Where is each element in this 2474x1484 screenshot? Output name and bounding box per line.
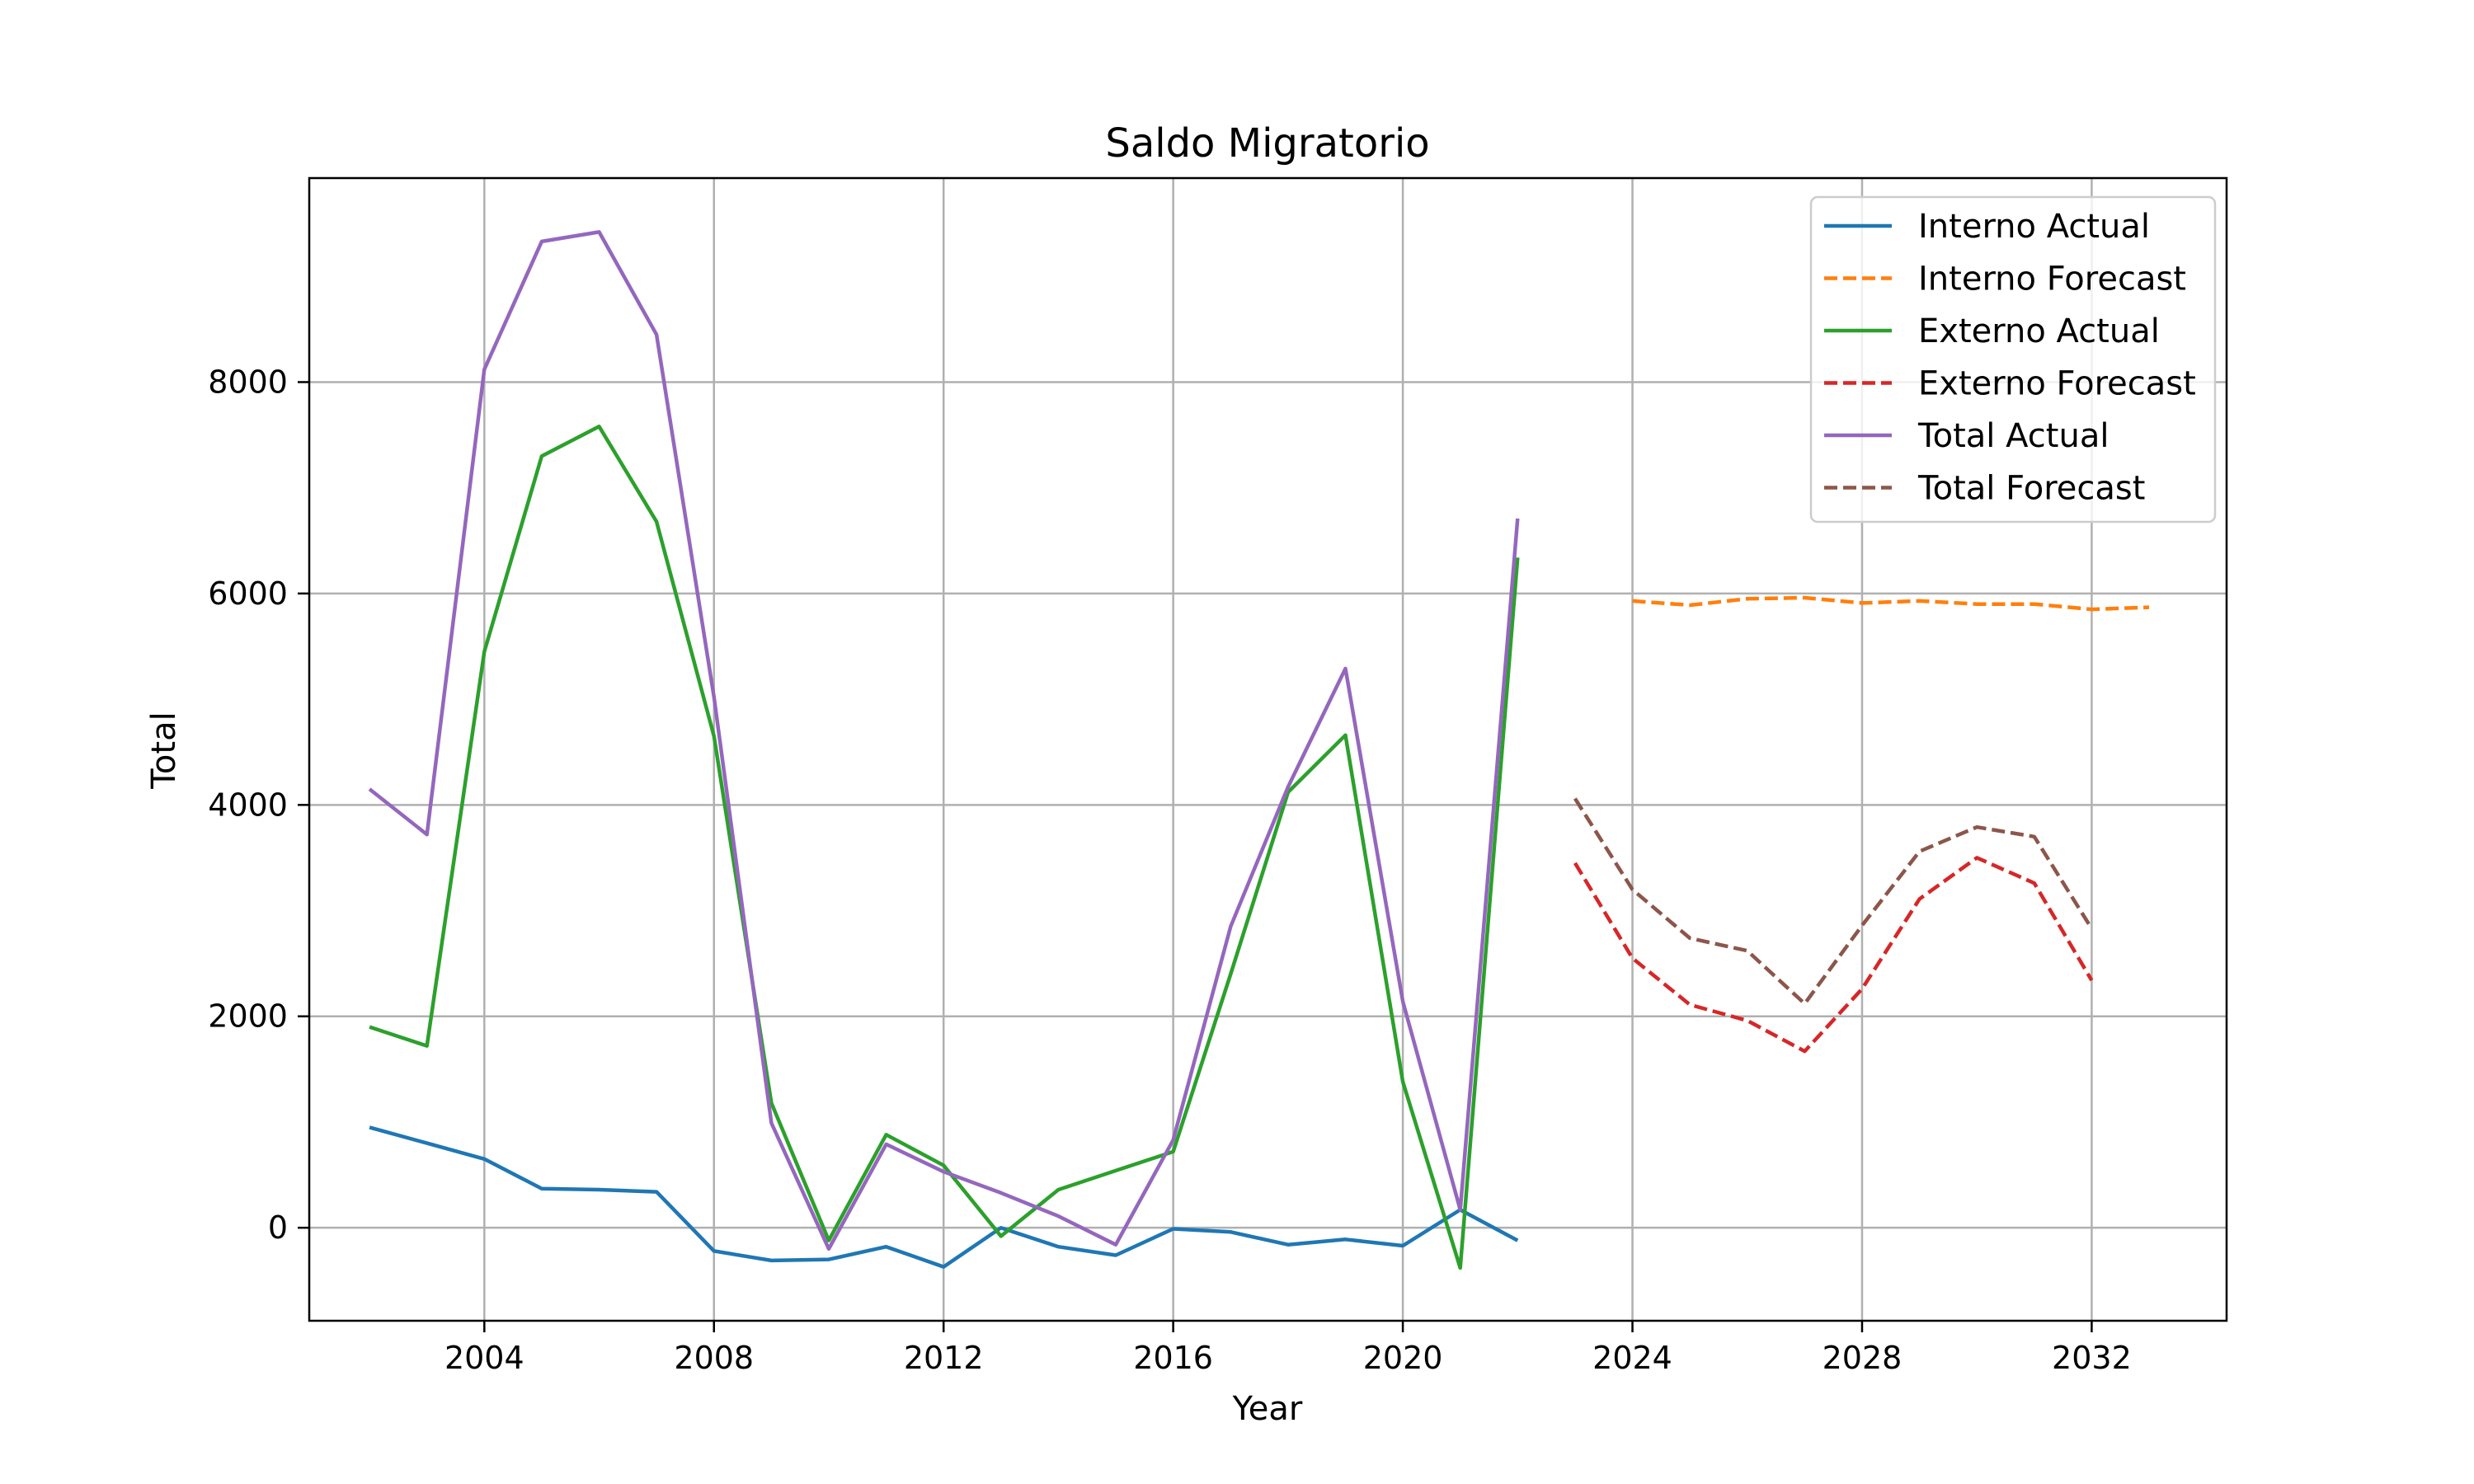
y-tick-label: 6000 <box>208 575 288 612</box>
y-tick-label: 2000 <box>208 998 288 1035</box>
x-tick-label: 2008 <box>674 1340 754 1376</box>
y-tick-label: 4000 <box>208 787 288 823</box>
chart-title: Saldo Migratorio <box>1105 120 1429 167</box>
x-tick-label: 2012 <box>904 1340 984 1376</box>
legend-label-interno-actual: Interno Actual <box>1918 208 2150 246</box>
legend-label-interno-forecast: Interno Forecast <box>1918 261 2186 298</box>
plot-frame <box>308 176 2228 1322</box>
series-line-externo-forecast <box>1573 856 2094 1054</box>
y-tick-label: 0 <box>268 1209 288 1246</box>
series-line-total-forecast <box>1573 797 2094 1006</box>
y-axis-label: Total <box>145 711 183 789</box>
axes: 2004 2008 2012 2016 2020 2024 2028 2032 0 2000 400… <box>208 364 2131 1376</box>
series-line-interno-actual <box>369 1125 1519 1269</box>
y-tick-label: 8000 <box>208 364 288 400</box>
legend-label-total-forecast: Total Forecast <box>1917 470 2145 508</box>
legend-label-externo-actual: Externo Actual <box>1918 312 2160 350</box>
series-line-interno-forecast <box>1632 595 2150 612</box>
x-axis-label: Year <box>1232 1390 1303 1428</box>
series-line-externo-actual <box>369 425 1520 1270</box>
x-tick-label: 2024 <box>1592 1340 1672 1376</box>
legend-label-externo-forecast: Externo Forecast <box>1918 365 2196 403</box>
x-tick-label: 2032 <box>2052 1340 2132 1376</box>
series-line-total-actual <box>368 230 1520 1252</box>
x-tick-label: 2028 <box>1823 1340 1903 1376</box>
legend: Interno Actual Interno Forecast Externo Ac… <box>1809 195 2217 524</box>
legend-label-total-actual: Total Actual <box>1917 417 2109 455</box>
x-tick-label: 2016 <box>1133 1340 1213 1376</box>
x-tick-label: 2020 <box>1363 1340 1443 1376</box>
legend-box <box>1809 195 2217 524</box>
series-layer <box>368 230 2150 1270</box>
x-tick-label: 2004 <box>444 1340 524 1376</box>
